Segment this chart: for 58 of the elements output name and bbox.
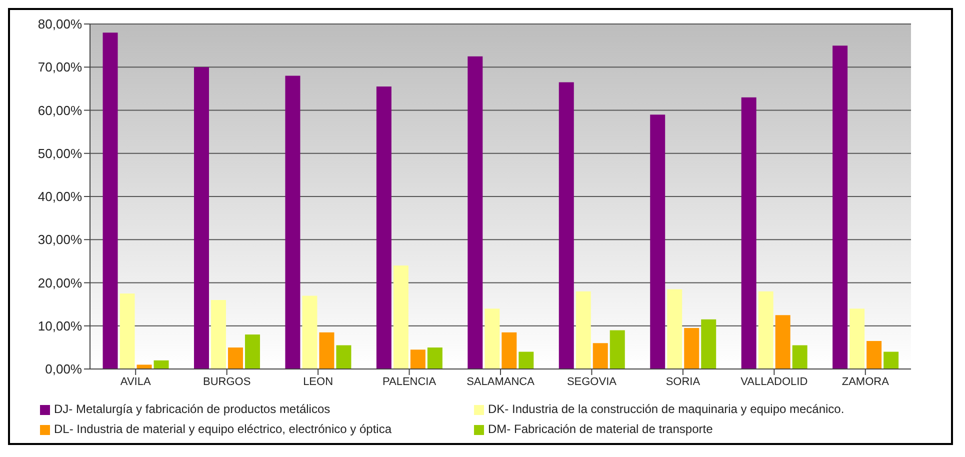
bar xyxy=(468,56,483,369)
bar xyxy=(558,82,574,369)
bar xyxy=(741,97,756,369)
y-tick-label: 70,00% xyxy=(38,60,82,75)
x-tick-label: SORIA xyxy=(666,376,701,388)
bar xyxy=(758,291,774,369)
y-tick-label: 0,00% xyxy=(45,362,82,377)
bar xyxy=(285,76,300,369)
bar xyxy=(775,315,790,369)
bar xyxy=(610,330,625,369)
legend-label: DM- Fabricación de material de transporte xyxy=(488,421,714,438)
bar xyxy=(210,300,226,369)
bar xyxy=(154,360,169,369)
y-tick-label: 10,00% xyxy=(38,318,82,334)
legend-label: DJ- Metalurgía y fabricación de productos metálicos xyxy=(54,401,332,418)
bar xyxy=(850,308,865,369)
y-tick-label: 80,00% xyxy=(38,16,82,32)
x-tick-label: SALAMANCA xyxy=(466,376,536,388)
bar xyxy=(701,319,716,369)
x-tick-label: ZAMORA xyxy=(842,376,890,388)
bar xyxy=(244,334,260,369)
x-tick-label: BURGOS xyxy=(202,376,251,388)
bar xyxy=(650,114,666,369)
bar xyxy=(667,289,682,369)
bar xyxy=(518,352,534,369)
bar xyxy=(136,364,152,369)
bar xyxy=(427,347,442,369)
bar xyxy=(336,345,352,369)
x-tick-label: VALLADOLID xyxy=(740,376,808,388)
bar xyxy=(866,340,882,369)
bar xyxy=(792,345,808,369)
bar xyxy=(576,291,591,369)
legend-label: DL- Industria de material y equipo eléctrico, electrónico y óptica xyxy=(54,421,392,438)
bar xyxy=(194,67,209,369)
bar xyxy=(302,296,318,369)
x-tick-label: SEGOVIA xyxy=(566,376,618,388)
bar xyxy=(376,86,392,369)
bar xyxy=(410,350,426,369)
bar xyxy=(592,343,608,369)
y-tick-label: 30,00% xyxy=(38,232,82,248)
legend-label: DK- Industria de la construcción de maquinaria y equipo mecánico. xyxy=(488,401,846,418)
y-tick-label: 50,00% xyxy=(38,146,82,161)
y-tick-label: 20,00% xyxy=(38,275,82,290)
bar xyxy=(684,328,700,369)
y-tick-label: 60,00% xyxy=(38,102,82,118)
y-tick-label: 40,00% xyxy=(38,189,82,204)
bar xyxy=(832,46,848,369)
bar xyxy=(502,332,517,369)
bar xyxy=(884,352,899,369)
x-tick-label: LEON xyxy=(303,376,334,388)
x-tick-label: AVILA xyxy=(120,376,152,388)
x-tick-label: PALENCIA xyxy=(382,376,437,388)
bar xyxy=(319,332,334,369)
bar xyxy=(484,308,500,369)
bar xyxy=(102,32,118,369)
bar xyxy=(120,294,135,369)
bar xyxy=(228,347,243,369)
bar xyxy=(393,266,408,369)
